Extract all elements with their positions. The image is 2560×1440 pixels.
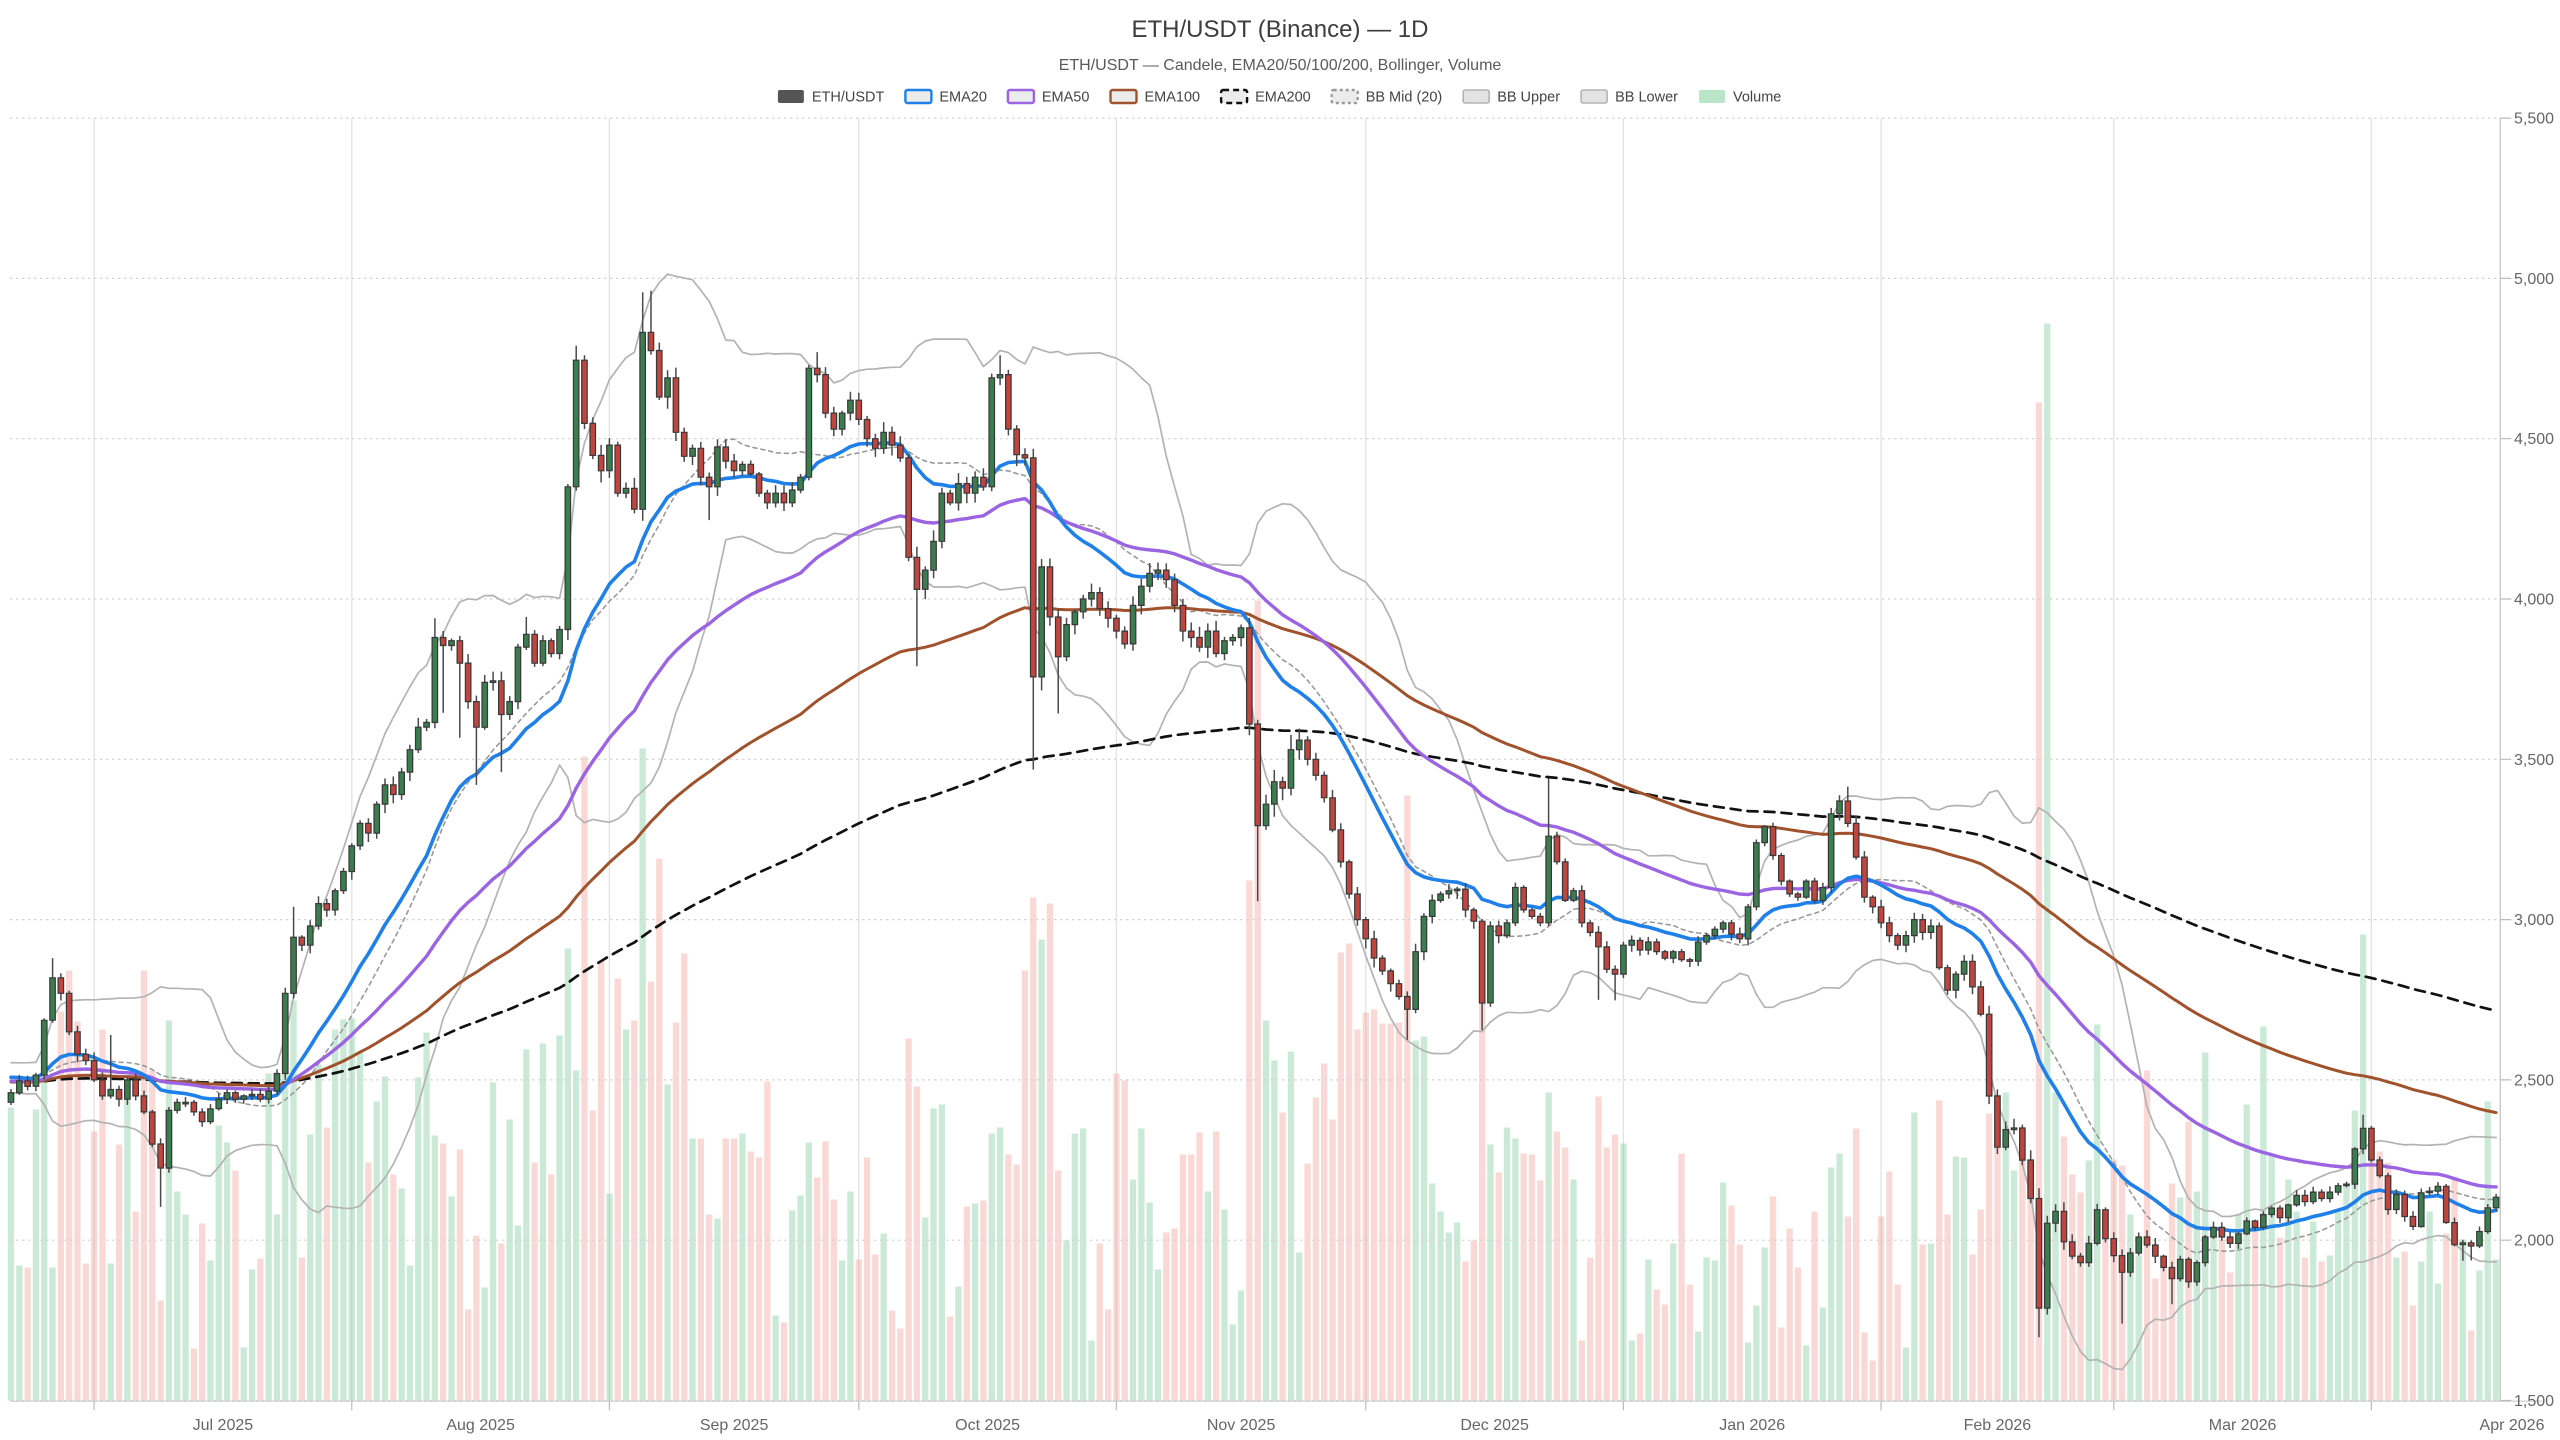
svg-text:4,500: 4,500	[2514, 431, 2554, 448]
svg-text:2,000: 2,000	[2514, 1233, 2554, 1250]
svg-text:BB Mid (20): BB Mid (20)	[1366, 90, 1443, 106]
svg-text:1,500: 1,500	[2514, 1393, 2554, 1410]
svg-text:Dec 2025: Dec 2025	[1460, 1417, 1529, 1434]
svg-text:ETH/USDT — Candele, EMA20/50/1: ETH/USDT — Candele, EMA20/50/100/200, Bo…	[1059, 57, 1502, 74]
svg-text:Sep 2025: Sep 2025	[700, 1417, 769, 1434]
svg-text:Nov 2025: Nov 2025	[1207, 1417, 1276, 1434]
svg-text:EMA100: EMA100	[1145, 90, 1201, 106]
svg-text:3,000: 3,000	[2514, 912, 2554, 929]
svg-text:Aug 2025: Aug 2025	[446, 1417, 515, 1434]
svg-text:Volume: Volume	[1733, 90, 1781, 106]
svg-text:Oct 2025: Oct 2025	[955, 1417, 1020, 1434]
svg-text:EMA20: EMA20	[939, 90, 987, 106]
svg-text:Jul 2025: Jul 2025	[193, 1417, 254, 1434]
svg-text:BB Lower: BB Lower	[1615, 90, 1678, 106]
svg-text:ETH/USDT (Binance) — 1D: ETH/USDT (Binance) — 1D	[1132, 16, 1429, 43]
svg-text:4,000: 4,000	[2514, 592, 2554, 609]
svg-text:EMA50: EMA50	[1042, 90, 1090, 106]
svg-text:Jan 2026: Jan 2026	[1719, 1417, 1785, 1434]
svg-text:3,500: 3,500	[2514, 752, 2554, 769]
svg-text:BB Upper: BB Upper	[1497, 90, 1560, 106]
svg-text:ETH/USDT: ETH/USDT	[812, 90, 885, 106]
svg-text:EMA200: EMA200	[1255, 90, 1311, 106]
svg-text:Apr 2026: Apr 2026	[2480, 1417, 2545, 1434]
svg-text:Feb 2026: Feb 2026	[1964, 1417, 2032, 1434]
svg-text:5,500: 5,500	[2514, 111, 2554, 128]
svg-text:2,500: 2,500	[2514, 1072, 2554, 1089]
svg-text:Mar 2026: Mar 2026	[2209, 1417, 2277, 1434]
svg-text:5,000: 5,000	[2514, 271, 2554, 288]
